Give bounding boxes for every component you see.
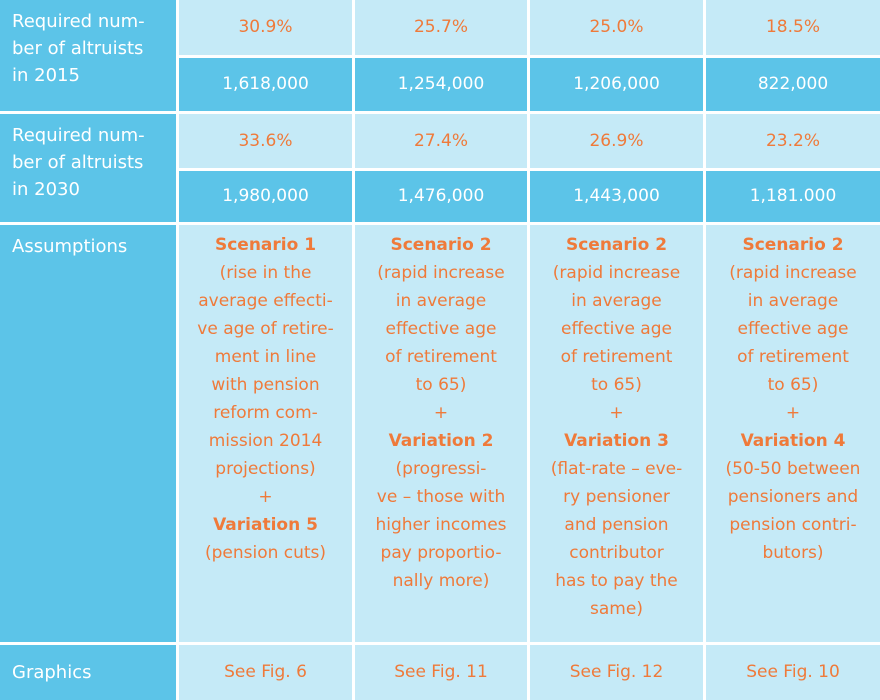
assumption-line: higher incomes (375, 515, 507, 535)
pct-2015-col3: 25.0% (530, 0, 703, 55)
pct-2015-col1: 30.9% (179, 0, 352, 55)
assumption-heading: Scenario 1 (214, 235, 317, 255)
assumption-line: ment in line (214, 347, 317, 367)
assumptions-text: Scenario 2 (rapid increase in average effec… (530, 231, 703, 623)
assumption-line: pensioners and (727, 487, 859, 507)
pct-2030-col4: 23.2% (706, 114, 880, 168)
row-label-2030: Required num- ber of altruists in 2030 (0, 114, 176, 222)
assumptions-col3: Scenario 2 (rapid increase in average effec… (530, 225, 703, 642)
assumption-heading: Scenario 2 (742, 235, 844, 255)
assumption-line: to 65) (415, 375, 467, 395)
assumption-line: effective age (385, 319, 497, 339)
assumptions-text: Scenario 1 (rise in the average effecti-ve… (179, 231, 352, 567)
assumptions-text: Scenario 2 (rapid increase in average effec… (706, 231, 880, 567)
assumption-line: + (258, 487, 273, 507)
assumption-heading: Variation 3 (564, 431, 669, 451)
assumption-line: in average (747, 291, 839, 311)
num-2030-col4: 1,181.000 (706, 171, 880, 222)
pct-2030-col3: 26.9% (530, 114, 703, 168)
assumption-heading: Scenario 2 (565, 235, 668, 255)
row-label-assumptions: Assumptions (0, 225, 176, 642)
assumption-line: same) (590, 599, 643, 619)
assumption-line: ve age of retire- (197, 319, 334, 339)
num-2030-col1: 1,980,000 (179, 171, 352, 222)
num-2015-col4: 822,000 (706, 58, 880, 111)
assumption-line: pension contri- (729, 515, 857, 535)
assumption-line: (pension cuts) (204, 543, 327, 563)
assumption-heading: Variation 4 (740, 431, 846, 451)
assumption-line: (progressi- (395, 459, 487, 479)
assumption-line: of retirement (385, 347, 497, 367)
row-label-2015: Required num- ber of altruists in 2015 (0, 0, 176, 111)
assumption-line: (rapid increase (552, 263, 681, 283)
assumptions-col2: Scenario 2 (rapid increase in average effec… (355, 225, 527, 642)
assumption-line: in average (395, 291, 487, 311)
assumption-line: effective age (737, 319, 849, 339)
assumption-line: mission 2014 (208, 431, 323, 451)
assumption-line: pay proportio- (380, 543, 502, 563)
row-label-graphics: Graphics (0, 645, 176, 700)
assumption-line: nally more) (392, 571, 490, 591)
assumption-line: has to pay the (555, 571, 678, 591)
num-2030-col2: 1,476,000 (355, 171, 527, 222)
assumption-heading: Scenario 2 (390, 235, 492, 255)
graphics-col1: See Fig. 6 (179, 645, 352, 700)
assumption-line: ve – those with (376, 487, 506, 507)
assumption-line: butors) (762, 543, 824, 563)
assumptions-col1: Scenario 1 (rise in the average effecti-ve… (179, 225, 352, 642)
graphics-col3: See Fig. 12 (530, 645, 703, 700)
assumption-line: + (609, 403, 624, 423)
assumptions-col4: Scenario 2 (rapid increase in average effec… (706, 225, 880, 642)
graphics-col2: See Fig. 11 (355, 645, 527, 700)
num-2015-col1: 1,618,000 (179, 58, 352, 111)
num-2030-col3: 1,443,000 (530, 171, 703, 222)
assumption-line: (flat-rate – eve- (550, 459, 683, 479)
assumption-line: of retirement (737, 347, 849, 367)
graphics-col4: See Fig. 10 (706, 645, 880, 700)
assumption-line: average effecti- (198, 291, 333, 311)
assumption-line: projections) (215, 459, 316, 479)
assumption-line: (50-50 between (725, 459, 861, 479)
assumption-line: (rapid increase (377, 263, 505, 283)
assumption-line: and pension (564, 515, 669, 535)
assumption-line: effective age (561, 319, 672, 339)
assumption-line: to 65) (591, 375, 642, 395)
assumption-line: + (433, 403, 449, 423)
assumption-line: contributor (569, 543, 664, 563)
assumption-line: reform com- (213, 403, 318, 423)
assumption-heading: Variation 5 (213, 515, 318, 535)
assumption-line: (rapid increase (729, 263, 857, 283)
assumptions-text: Scenario 2 (rapid increase in average effec… (355, 231, 527, 595)
pct-2015-col2: 25.7% (355, 0, 527, 55)
assumption-line: + (785, 403, 801, 423)
assumption-line: in average (571, 291, 662, 311)
assumption-line: (rise in the (219, 263, 312, 283)
pct-2030-col2: 27.4% (355, 114, 527, 168)
assumption-heading: Variation 2 (388, 431, 494, 451)
assumption-line: with pension (211, 375, 320, 395)
num-2015-col3: 1,206,000 (530, 58, 703, 111)
assumption-line: of retirement (560, 347, 673, 367)
pct-2015-col4: 18.5% (706, 0, 880, 55)
pct-2030-col1: 33.6% (179, 114, 352, 168)
assumption-line: ry pensioner (563, 487, 670, 507)
assumption-line: to 65) (767, 375, 819, 395)
num-2015-col2: 1,254,000 (355, 58, 527, 111)
